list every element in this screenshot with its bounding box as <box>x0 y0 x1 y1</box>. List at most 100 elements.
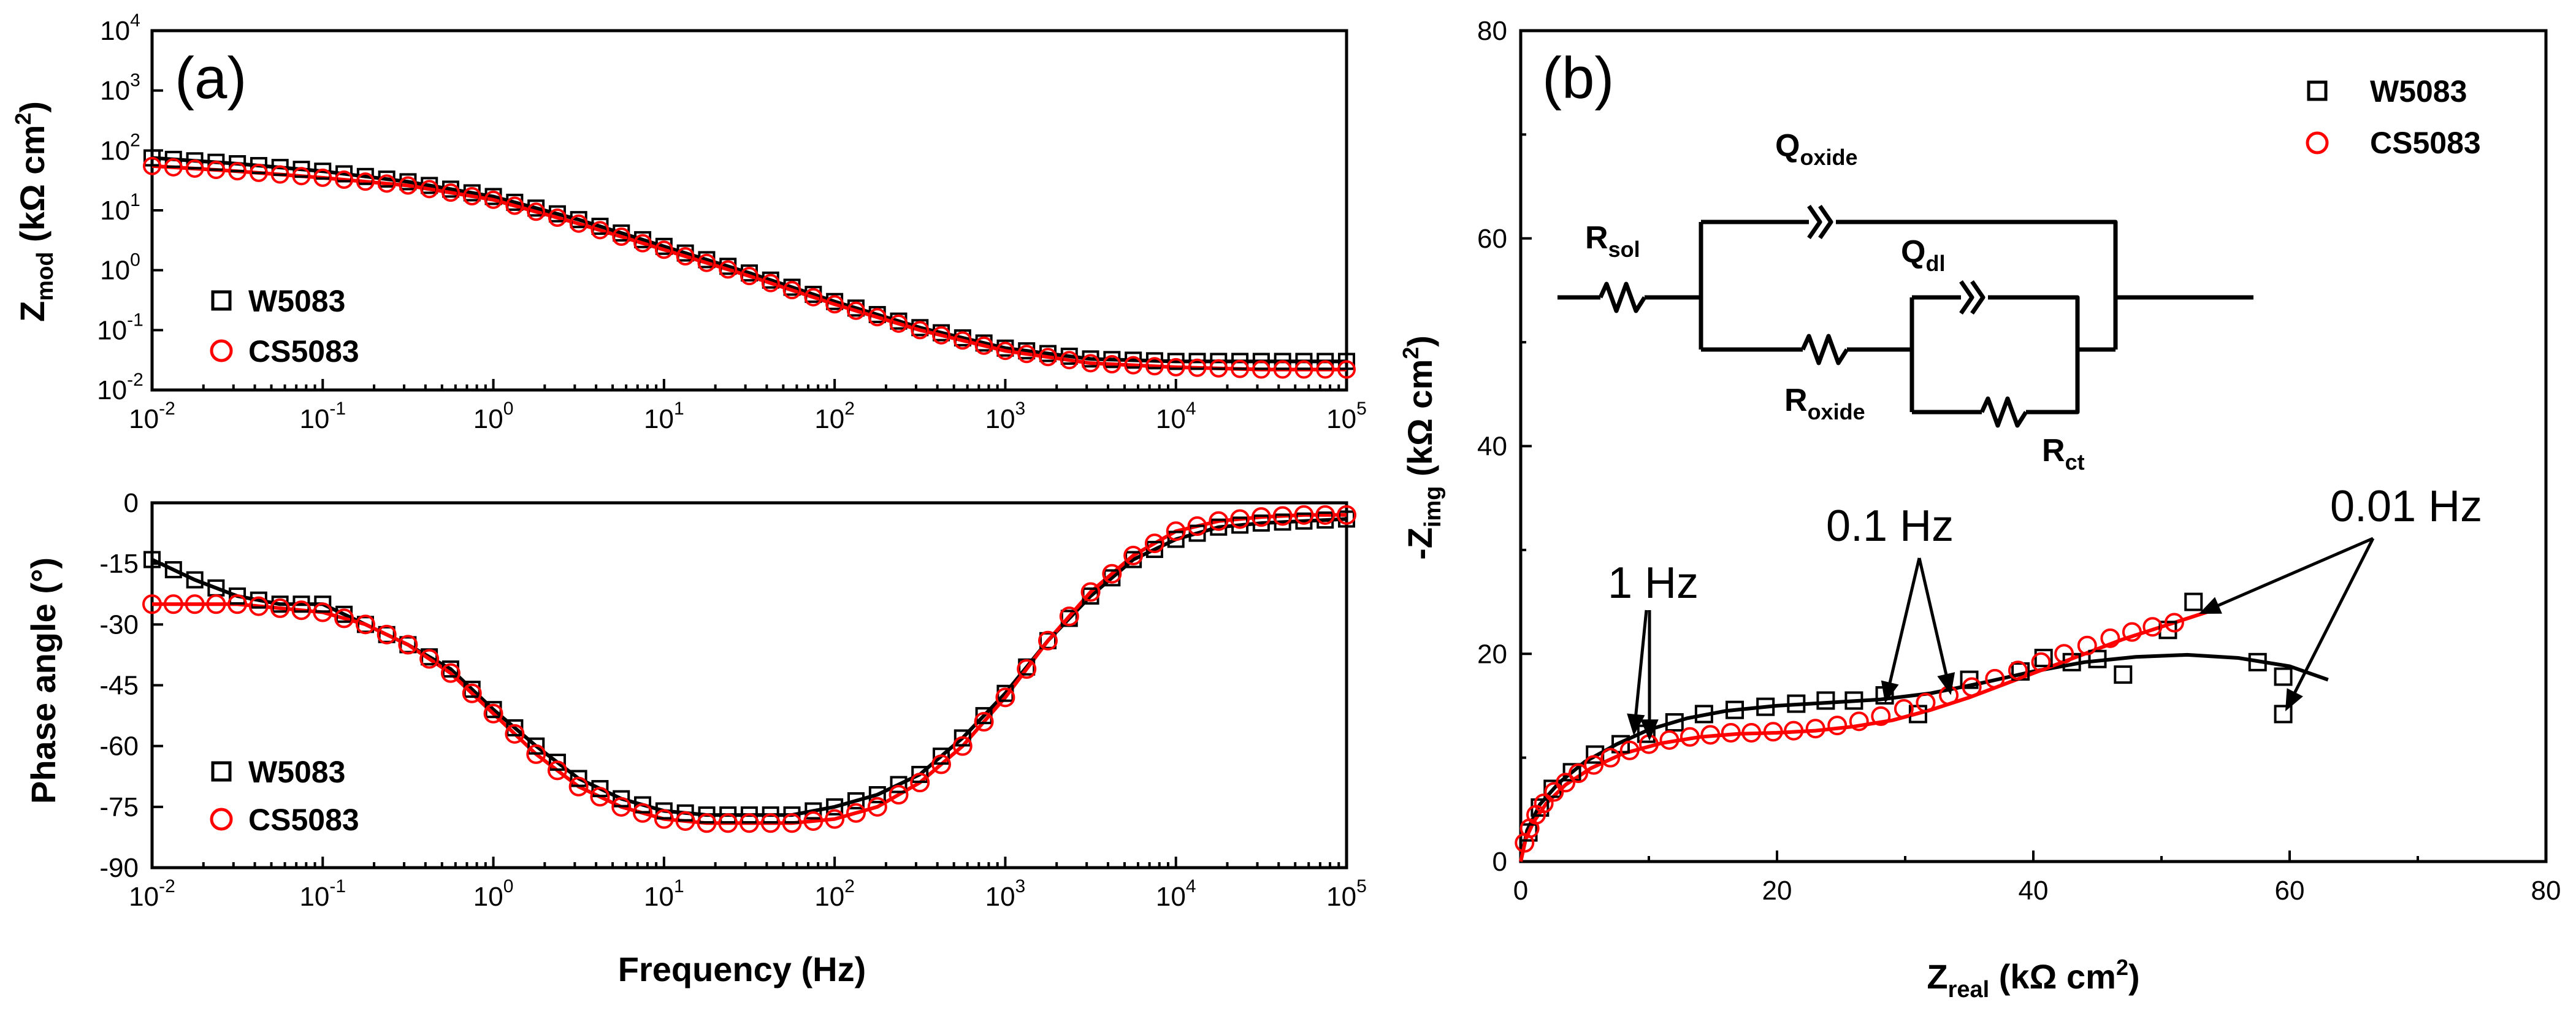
legend-marker-cs5083 <box>210 808 233 831</box>
data-point-cs5083 <box>867 797 887 817</box>
data-point-w5083 <box>314 162 332 180</box>
data-point-cs5083 <box>675 811 695 831</box>
data-point-w5083 <box>1188 353 1206 370</box>
legend-label-cs5083: CS5083 <box>248 334 359 369</box>
data-point-w5083 <box>1231 353 1249 370</box>
data-point-cs5083 <box>825 809 845 829</box>
data-point-cs5083 <box>1124 356 1143 375</box>
x-tick-label: 10-2 <box>129 876 175 912</box>
data-point-cs5083 <box>739 813 759 833</box>
resistor-r-oxide <box>1800 334 1849 365</box>
y-tick-label: -30 <box>99 610 139 640</box>
data-point-cs5083 <box>611 797 632 817</box>
annotation-0-1hz: 0.1 Hz <box>1826 502 1954 551</box>
arrow-0-01hz-b-head <box>2285 688 2303 712</box>
data-point-cs5083 <box>952 736 973 756</box>
data-point-cs5083 <box>270 598 290 618</box>
panel-label-b: (b) <box>1542 45 1614 111</box>
data-point-w5083 <box>1295 353 1313 370</box>
data-point-w5083 <box>2248 652 2267 671</box>
data-point-w5083 <box>292 161 310 178</box>
arrow-1hz-a <box>1632 610 1648 732</box>
data-point-cs5083 <box>1584 755 1604 775</box>
nyquist-legend: W5083 CS5083 <box>2306 74 2481 160</box>
data-point-cs5083 <box>2100 628 2120 648</box>
data-point-cs5083 <box>2122 622 2142 642</box>
data-point-cs5083 <box>931 754 951 774</box>
data-point-cs5083 <box>313 602 333 622</box>
resistor-rsol <box>1598 281 1646 313</box>
y-tick-label: 20 <box>1477 639 1507 669</box>
data-point-w5083 <box>890 776 908 793</box>
phase-legend: W5083 CS5083 <box>210 755 359 837</box>
data-point-cs5083 <box>1144 533 1164 554</box>
data-point-cs5083 <box>1337 360 1356 379</box>
data-point-w5083 <box>1317 353 1334 370</box>
x-tick-label: 102 <box>814 876 855 912</box>
data-point-w5083 <box>164 150 182 168</box>
data-point-cs5083 <box>932 326 951 345</box>
panel-label-a: (a) <box>175 45 247 111</box>
data-point-w5083 <box>847 792 865 809</box>
data-point-cs5083 <box>1187 516 1207 537</box>
frequency-x-axis-title: Frequency (Hz) <box>618 950 866 988</box>
data-point-cs5083 <box>248 596 269 616</box>
nyquist-fit-lines <box>1519 608 2329 862</box>
data-point-cs5083 <box>1827 716 1848 736</box>
data-point-w5083 <box>143 551 161 568</box>
data-point-cs5083 <box>612 227 631 246</box>
y-tick-label: 104 <box>100 10 140 46</box>
data-point-cs5083 <box>1251 507 1271 527</box>
data-point-w5083 <box>2088 649 2107 668</box>
data-point-cs5083 <box>2008 660 2028 681</box>
data-point-w5083 <box>655 802 673 820</box>
y-tick-label: 100 <box>100 250 140 286</box>
arrow-0-01hz-a <box>2201 537 2374 614</box>
phase-markers <box>142 505 1356 833</box>
data-point-cs5083 <box>889 314 908 333</box>
data-point-w5083 <box>826 798 844 816</box>
data-point-w5083 <box>868 786 886 803</box>
data-point-cs5083 <box>697 813 717 833</box>
data-point-cs5083 <box>1700 725 1721 745</box>
data-point-cs5083 <box>1763 722 1783 742</box>
data-point-w5083 <box>1787 694 1806 713</box>
y-tick-label: 60 <box>1477 224 1507 254</box>
x-tick-label: 60 <box>2275 876 2305 906</box>
data-point-w5083 <box>676 804 694 822</box>
data-point-w5083 <box>1844 691 1863 710</box>
data-point-cs5083 <box>782 281 801 300</box>
data-point-cs5083 <box>654 240 673 259</box>
data-point-cs5083 <box>462 683 482 703</box>
data-point-cs5083 <box>1721 722 1741 743</box>
data-point-w5083 <box>548 754 566 771</box>
data-point-cs5083 <box>654 809 674 829</box>
data-point-cs5083 <box>568 776 589 797</box>
y-tick-label: 102 <box>100 130 140 166</box>
panel-a-top-zmod-plot: 10-2 10-1 100 101 102 103 104 105 10-2 10-1 100 101… <box>10 10 1367 434</box>
arrow-0-01hz-b <box>2285 537 2375 709</box>
data-point-cs5083 <box>483 703 503 724</box>
zmod-ticks: 10-2 10-1 100 101 102 103 104 105 10-2 10-1 100 101… <box>97 10 1367 434</box>
data-point-w5083 <box>335 165 353 183</box>
data-point-cs5083 <box>719 260 738 279</box>
data-point-cs5083 <box>164 158 183 177</box>
data-point-cs5083 <box>697 253 716 272</box>
data-point-cs5083 <box>1102 564 1122 584</box>
data-point-w5083 <box>1210 353 1228 370</box>
data-point-cs5083 <box>676 247 695 266</box>
data-point-cs5083 <box>740 267 759 286</box>
data-point-cs5083 <box>1123 545 1144 565</box>
data-point-cs5083 <box>335 170 354 189</box>
y-tick-label: 80 <box>1477 16 1507 46</box>
data-point-cs5083 <box>2054 644 2074 664</box>
panel-b-nyquist-plot: 0 20 40 60 80 0 20 40 60 80 (b) -Zimg (kΩ cm2) Zr… <box>1398 16 2561 1003</box>
x-tick-label: 105 <box>1326 876 1367 912</box>
data-point-cs5083 <box>760 813 781 833</box>
label-q-dl: Qdl <box>1901 234 1945 276</box>
data-point-cs5083 <box>1272 506 1293 526</box>
data-point-cs5083 <box>1273 360 1292 379</box>
data-point-cs5083 <box>527 202 546 221</box>
data-point-cs5083 <box>462 186 481 205</box>
data-point-cs5083 <box>441 183 460 202</box>
